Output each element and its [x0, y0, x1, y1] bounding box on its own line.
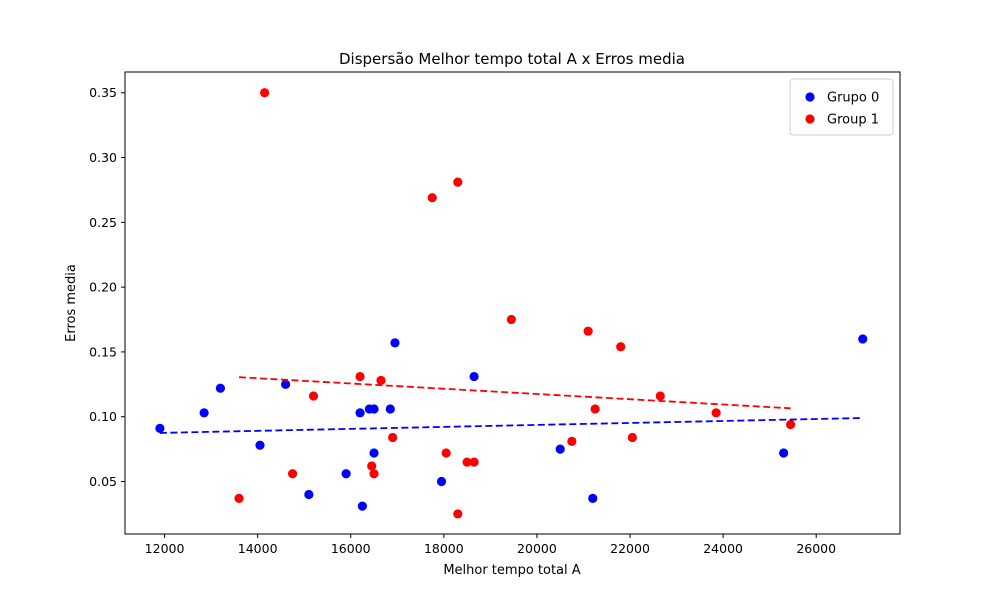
series-1-group	[234, 88, 796, 519]
data-point	[355, 371, 365, 382]
data-point	[367, 461, 377, 471]
data-point	[376, 375, 386, 386]
data-point	[369, 469, 379, 479]
trendline	[159, 417, 863, 434]
trendline	[238, 376, 791, 410]
data-point	[436, 476, 447, 487]
y-tick-label: 0.35	[89, 85, 117, 100]
legend-label: Grupo 0	[827, 91, 879, 106]
data-point	[215, 383, 226, 393]
legend-label: Group 1	[827, 113, 879, 128]
data-point	[462, 457, 472, 467]
data-point	[655, 391, 665, 401]
data-point	[555, 444, 565, 454]
y-axis-title: Erros media	[64, 264, 79, 342]
chart-marks	[155, 88, 868, 519]
data-point	[357, 501, 367, 511]
x-tick-label: 16000	[331, 541, 371, 556]
x-tick-label: 18000	[424, 541, 464, 556]
data-point	[583, 326, 593, 336]
data-point	[453, 177, 463, 187]
y-tick-label: 0.30	[89, 150, 117, 165]
data-point	[858, 334, 868, 344]
data-point	[590, 404, 600, 414]
data-point	[155, 423, 165, 433]
data-point	[506, 314, 516, 325]
y-tick-label: 0.20	[89, 280, 117, 295]
data-point	[453, 509, 463, 519]
x-axis-title: Melhor tempo total A	[443, 563, 580, 578]
data-point	[199, 408, 209, 418]
data-point	[341, 469, 351, 479]
data-point	[779, 448, 789, 458]
x-tick-label: 14000	[238, 541, 278, 556]
data-point	[255, 440, 265, 450]
series-0-group	[155, 334, 868, 511]
y-tick-label: 0.25	[89, 215, 117, 230]
data-point	[469, 371, 479, 382]
legend: Grupo 0 Group 1	[789, 78, 894, 136]
data-point	[369, 448, 379, 458]
data-point	[280, 379, 291, 389]
data-point	[260, 88, 270, 98]
data-point	[355, 408, 365, 418]
data-point	[441, 448, 451, 458]
data-point	[627, 432, 637, 443]
data-point	[308, 391, 319, 401]
data-point	[390, 338, 400, 348]
axis-ticks: 12000 14000 16000 18000 20000 22000 24000 26000…	[89, 85, 836, 556]
x-tick-label: 12000	[145, 541, 185, 556]
data-point	[388, 432, 398, 443]
x-tick-label: 26000	[796, 541, 836, 556]
data-point	[711, 408, 721, 418]
data-point	[369, 404, 379, 414]
legend-marker	[805, 114, 815, 124]
chart-title: Dispersão Melhor tempo total A x Erros m…	[339, 50, 685, 68]
y-tick-label: 0.15	[89, 344, 117, 359]
data-point	[304, 489, 314, 500]
data-point	[567, 436, 577, 446]
legend-marker	[805, 92, 815, 102]
x-tick-label: 22000	[610, 541, 650, 556]
data-point	[427, 193, 437, 203]
data-point	[385, 404, 395, 414]
data-point	[469, 457, 479, 467]
data-point	[616, 342, 626, 352]
y-tick-label: 0.10	[89, 409, 117, 424]
data-point	[786, 419, 796, 430]
data-point	[287, 469, 298, 479]
x-tick-label: 20000	[517, 541, 557, 556]
y-tick-label: 0.05	[89, 474, 117, 489]
plot-frame	[124, 71, 901, 535]
x-tick-label: 24000	[703, 541, 743, 556]
data-point	[588, 493, 598, 503]
data-point	[234, 493, 244, 503]
legend-box	[789, 78, 894, 136]
